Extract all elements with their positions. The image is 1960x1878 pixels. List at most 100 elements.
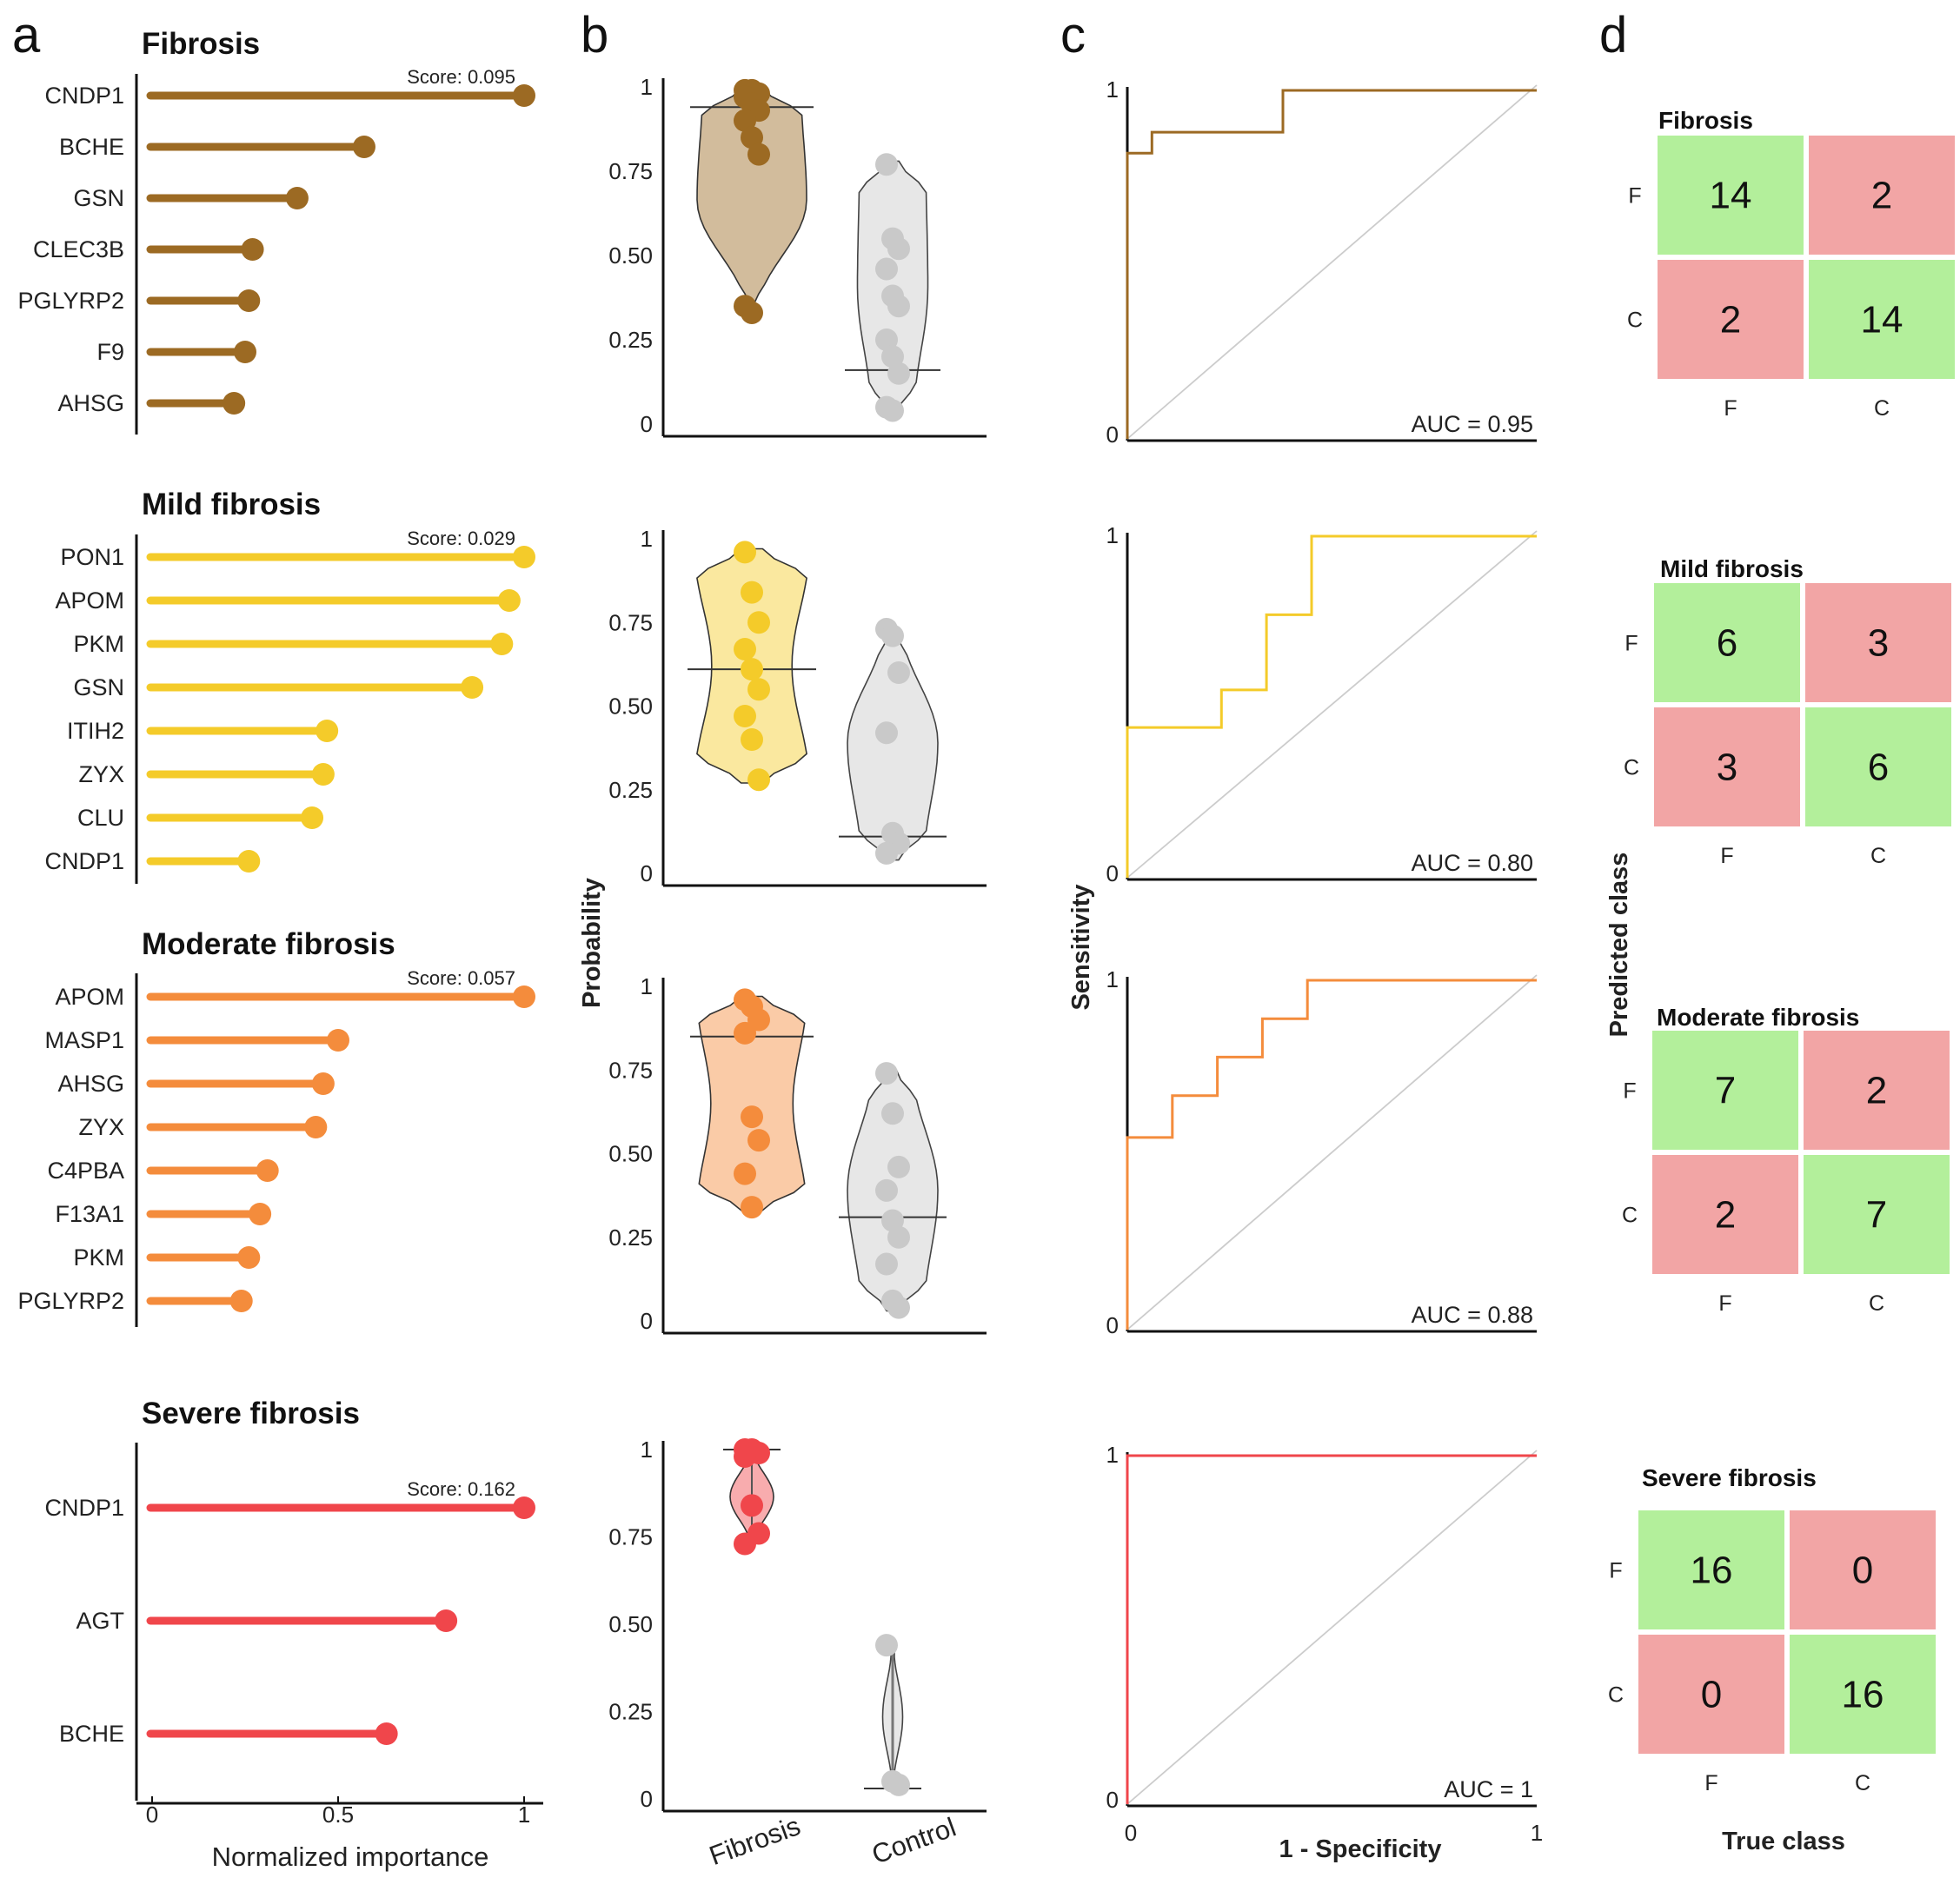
lollipop-head [461, 676, 484, 699]
matrix-value: 2 [1871, 175, 1892, 217]
y-tick-label: 0.25 [608, 777, 653, 803]
gene-label: GSN [73, 674, 124, 700]
matrix-value: 6 [1717, 622, 1737, 665]
y-tick-label: 0.25 [608, 327, 653, 353]
matrix-cell [1658, 136, 1804, 255]
x-axis-title: True class [1722, 1828, 1845, 1855]
y-tick-label: 1 [641, 74, 653, 100]
control-point [875, 721, 898, 745]
matrix-value: 0 [1701, 1674, 1722, 1716]
matrix-cell [1654, 707, 1800, 826]
y-tick-label: 0 [641, 411, 653, 437]
gene-label: C4PBA [47, 1158, 124, 1184]
col-label: F [1718, 1291, 1731, 1316]
row-label: F [1609, 1559, 1622, 1583]
control-point [887, 1225, 910, 1249]
lollipop-head [513, 1496, 535, 1519]
y-tick-label: 0.75 [608, 1524, 653, 1550]
matrix-value: 6 [1868, 747, 1889, 789]
gene-label: CNDP1 [44, 1495, 124, 1521]
lollipop-head [304, 1116, 328, 1138]
gene-label: CNDP1 [44, 83, 124, 109]
y-tick-label: 0.75 [608, 1057, 653, 1083]
matrix-value: 3 [1717, 747, 1737, 789]
lollipop-head [375, 1722, 398, 1745]
diagonal-reference [1126, 974, 1538, 1331]
matrix-cell [1638, 1635, 1784, 1754]
matrix-cell [1652, 1155, 1798, 1274]
row-label: C [1624, 756, 1639, 780]
fibrosis-point [741, 1105, 763, 1129]
gene-label: APOM [55, 984, 124, 1010]
matrix-cell [1804, 1031, 1950, 1150]
fibrosis-point [741, 1196, 763, 1219]
matrix-cell [1790, 1635, 1936, 1754]
gene-label: APOM [55, 587, 124, 614]
roc-curve [1126, 534, 1537, 878]
gene-label: ZYX [78, 761, 124, 787]
lollipop-head [316, 720, 339, 742]
matrix-cell [1638, 1510, 1784, 1629]
y-tick-label: 1 [1106, 522, 1119, 548]
x-axis-title: 1 - Specificity [1279, 1835, 1442, 1863]
matrix-cell [1805, 707, 1951, 826]
control-point [887, 1773, 910, 1796]
lollipop-head [301, 806, 324, 829]
gene-label: ZYX [78, 1114, 124, 1140]
score-label: Score: 0.057 [407, 967, 515, 989]
gene-label: PON1 [60, 544, 124, 570]
col-label: C [1874, 396, 1890, 421]
x-tick-label: 0 [146, 1802, 158, 1828]
col-label: C [1870, 844, 1886, 868]
control-point [881, 399, 904, 422]
gene-label: F13A1 [55, 1201, 124, 1227]
matrix-value: 16 [1842, 1674, 1884, 1716]
category-label: Control [867, 1812, 960, 1870]
row-label: F [1624, 632, 1638, 656]
lollipop-head [237, 289, 261, 312]
matrix-cell [1658, 260, 1804, 379]
matrix-value: 14 [1710, 175, 1752, 217]
lollipop-head [249, 1203, 272, 1225]
auc-label: AUC = 1 [1444, 1776, 1533, 1802]
y-axis-title: Probability [578, 878, 606, 1008]
gene-label: CLEC3B [33, 236, 124, 262]
matrix-value: 2 [1715, 1194, 1736, 1237]
control-point [875, 153, 898, 176]
control-point [887, 1155, 910, 1178]
lollipop-head [234, 341, 256, 363]
lollipop-head [513, 985, 535, 1008]
col-label: C [1869, 1291, 1884, 1316]
x-tick-label: 1 [518, 1802, 530, 1828]
fibrosis-point [734, 638, 756, 661]
y-tick-label: 0.50 [608, 1141, 653, 1167]
row-label: F [1628, 184, 1641, 209]
fibrosis-point [741, 1494, 763, 1517]
roc-curve [1126, 1454, 1537, 1804]
fibrosis-point [734, 705, 756, 728]
y-tick-label: 0.50 [608, 1611, 653, 1637]
y-tick-label: 0 [1106, 1787, 1119, 1813]
lollipop-head [513, 84, 535, 107]
y-tick-label: 1 [1106, 76, 1119, 103]
lollipop-head [241, 238, 264, 261]
control-point [875, 257, 898, 281]
panel-c-roc: 1 0 AUC = 0.95 1 0 AUC = 0.80 1 0 AUC = 0.88 1 0 AU… [1067, 76, 1543, 1863]
col-label: F [1704, 1771, 1717, 1795]
diagonal-reference [1126, 1450, 1538, 1805]
lollipop-head [237, 1246, 261, 1269]
lollipop-head [513, 546, 535, 568]
control-point [875, 1062, 898, 1085]
category-label: Fibrosis [705, 1810, 804, 1871]
lollipop-head [311, 1072, 335, 1095]
gene-label: ITIH2 [67, 718, 124, 744]
y-tick-label: 0.25 [608, 1699, 653, 1725]
lollipop-head [229, 1290, 253, 1312]
y-tick-label: 0 [1106, 1312, 1119, 1338]
lollipop-head [223, 392, 246, 415]
gene-label: AGT [76, 1608, 124, 1634]
panel-letter-c: c [1060, 7, 1086, 63]
gene-label: CLU [77, 805, 124, 831]
gene-label: PGLYRP2 [17, 288, 124, 314]
